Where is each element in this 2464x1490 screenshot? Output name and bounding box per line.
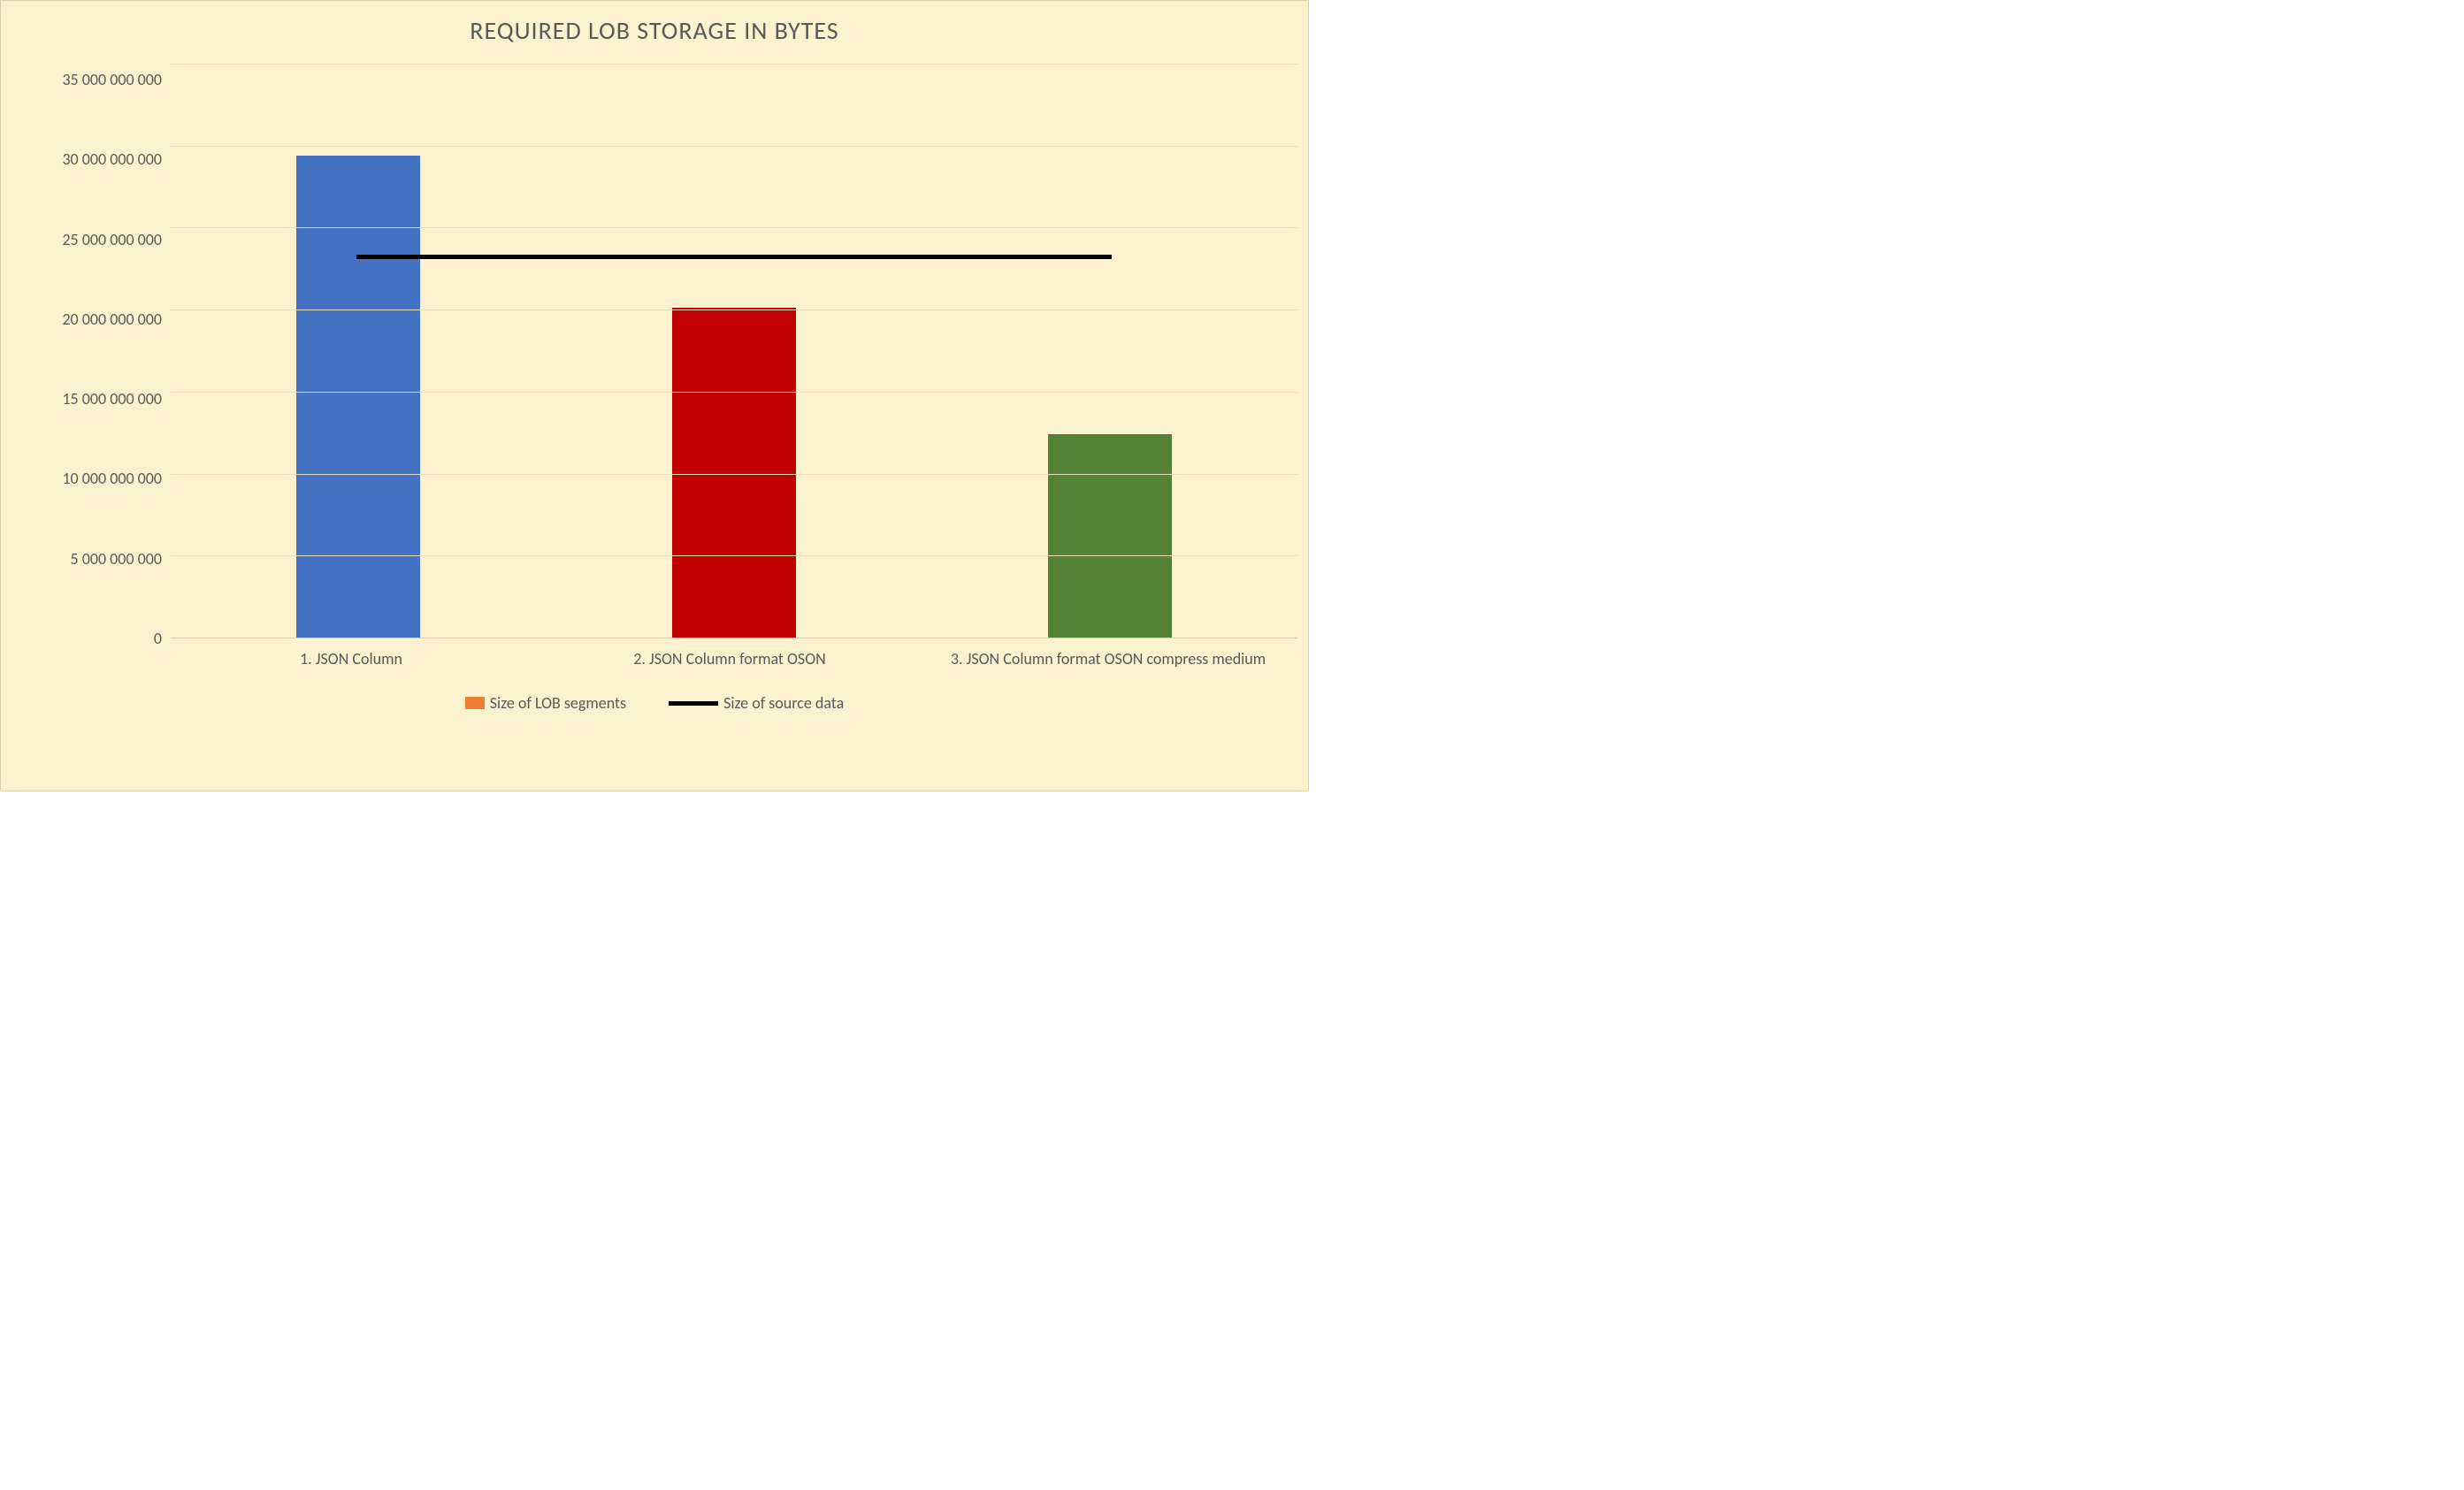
legend-swatch: [465, 697, 485, 709]
gridline: [171, 227, 1297, 228]
legend-label: Size of source data: [723, 693, 844, 713]
chart-title: REQUIRED LOB STORAGE IN BYTES: [11, 15, 1297, 46]
x-axis-label: 1. JSON Column: [162, 649, 540, 669]
reference-line: [356, 255, 1112, 259]
bar-slot: [922, 64, 1297, 638]
x-axis-label: 3. JSON Column format OSON compress medi…: [919, 649, 1297, 669]
legend-line-icon: [669, 701, 718, 706]
gridline: [171, 555, 1297, 556]
gridline: [171, 474, 1297, 475]
x-axis-labels: 1. JSON Column2. JSON Column format OSON…: [162, 649, 1297, 669]
bars-layer: [171, 64, 1297, 638]
x-axis-label: 2. JSON Column format OSON: [540, 649, 919, 669]
gridline: [171, 146, 1297, 147]
bar-slot: [171, 64, 547, 638]
legend-item: Size of LOB segments: [465, 693, 626, 713]
bar-slot: [547, 64, 922, 638]
plot-wrap: 35 000 000 000 30 000 000 000 25 000 000 0…: [11, 64, 1297, 638]
gridline: [171, 64, 1297, 65]
legend-label: Size of LOB segments: [490, 693, 626, 713]
legend: Size of LOB segments Size of source data: [11, 693, 1297, 713]
y-tick-label: 5 000 000 000: [11, 551, 162, 567]
y-axis: 35 000 000 000 30 000 000 000 25 000 000 0…: [11, 64, 171, 638]
chart-container: REQUIRED LOB STORAGE IN BYTES 35 000 000…: [0, 0, 1309, 791]
y-tick-label: 0: [11, 630, 162, 646]
y-tick-label: 15 000 000 000: [11, 391, 162, 407]
y-tick-label: 10 000 000 000: [11, 470, 162, 486]
legend-item: Size of source data: [669, 693, 844, 713]
y-tick-label: 35 000 000 000: [11, 72, 162, 88]
y-tick-label: 25 000 000 000: [11, 232, 162, 248]
gridline: [171, 392, 1297, 393]
y-tick-label: 20 000 000 000: [11, 311, 162, 327]
bar: [1048, 434, 1172, 638]
plot-area: [171, 64, 1297, 638]
y-tick-label: 30 000 000 000: [11, 151, 162, 167]
gridline: [171, 309, 1297, 310]
